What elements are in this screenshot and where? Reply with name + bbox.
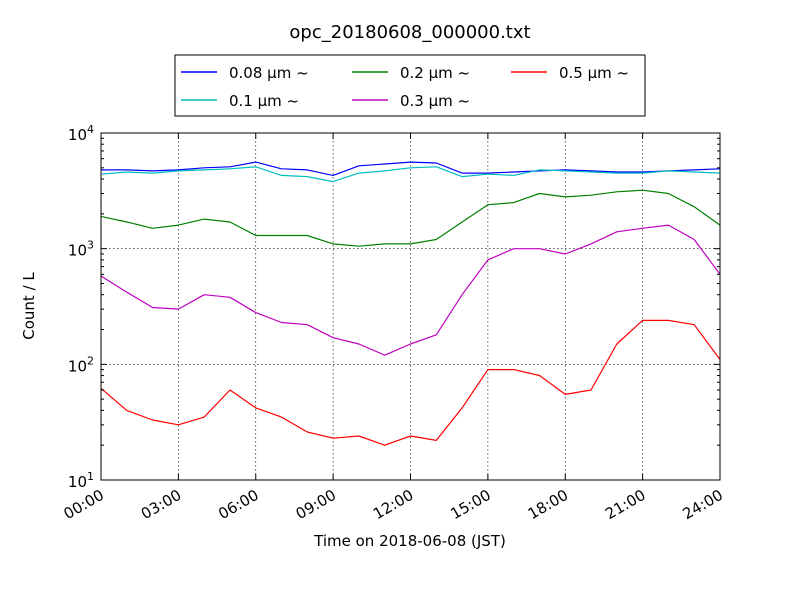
x-tick-label: 09:00 [293,486,339,523]
legend-box [174,54,646,117]
x-tick-label: 06:00 [215,486,261,523]
plot-area [100,132,721,481]
x-axis-tick-labels: 00:00 03:00 06:00 09:00 12:00 15:00 18:00 21:00… [61,486,726,523]
series-line [100,166,721,183]
legend-label: 0.2 μm ~ [400,64,470,82]
y-tick-label: 101 [68,470,94,491]
x-tick-label: 12:00 [370,486,416,523]
series-line [100,224,721,356]
series-line [100,319,721,446]
legend: 0.08 μm ~ 0.1 μm ~ 0.2 μm ~ 0.3 μm ~ 0.5 μm … [174,54,646,117]
y-tick-label: 102 [68,354,94,375]
y-axis-tick-labels: 101 102 103 104 [68,123,94,491]
legend-label: 0.08 μm ~ [229,64,309,82]
x-tick-label: 18:00 [525,486,571,523]
legend-label: 0.3 μm ~ [400,92,470,110]
series-line [101,161,721,176]
series-line [100,189,721,247]
x-tick-label: 15:00 [447,486,493,523]
x-tick-label: 21:00 [602,486,648,523]
y-tick-label: 103 [68,239,94,260]
x-axis-label: Time on 2018-06-08 (JST) [313,532,506,550]
x-tick-label: 03:00 [138,486,184,523]
x-tick-label: 00:00 [61,486,107,523]
legend-label: 0.5 μm ~ [559,64,629,82]
chart-title: opc_20180608_000000.txt [289,22,530,43]
x-tick-label: 24:00 [680,486,726,523]
legend-label: 0.1 μm ~ [229,92,299,110]
y-tick-label: 104 [68,123,94,144]
y-axis-label: Count / L [20,272,38,340]
